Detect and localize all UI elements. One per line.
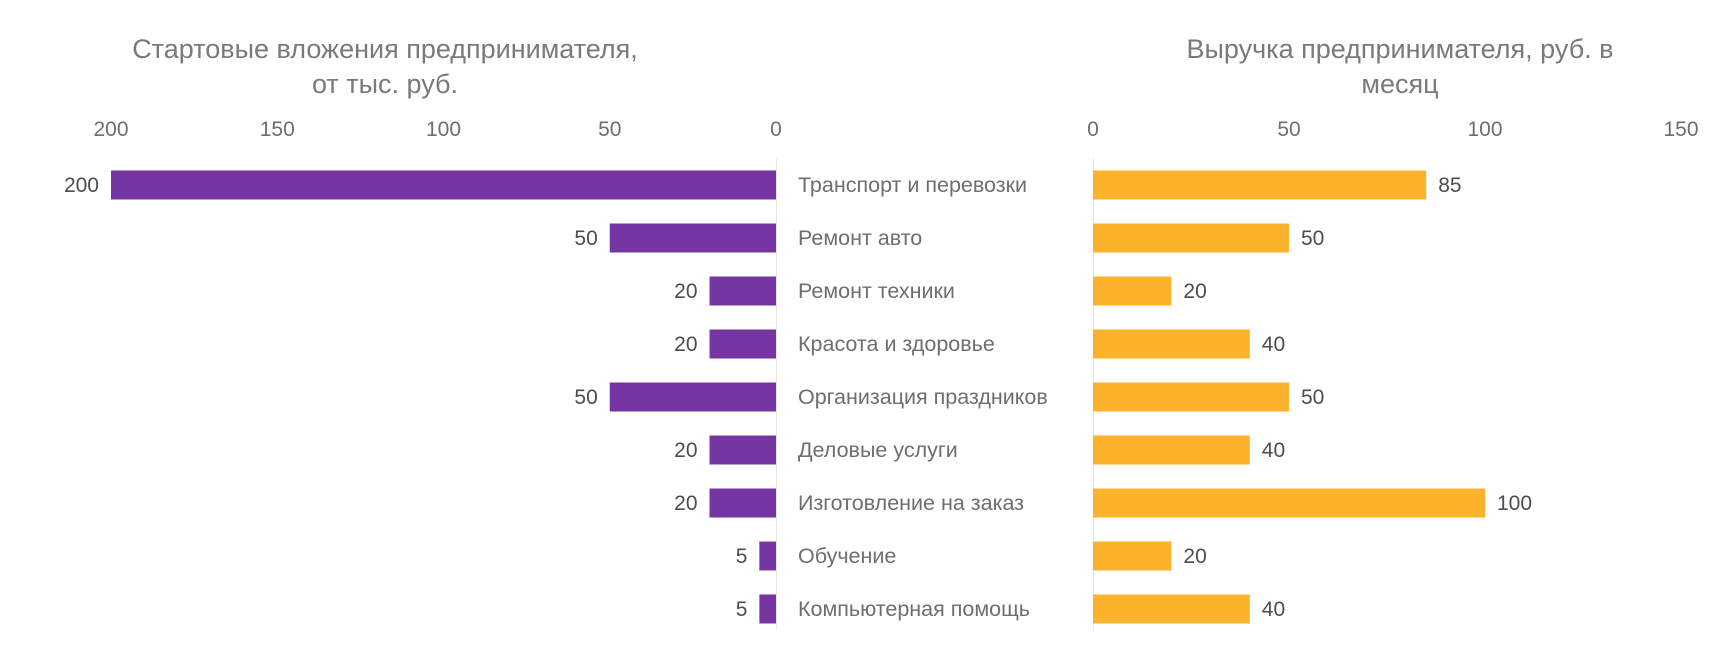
right-chart-bars (1093, 170, 1485, 624)
left-chart-tick-label: 200 (93, 118, 128, 141)
right-chart-bar (1093, 488, 1485, 518)
left-chart-tick-labels: 200 150 100 50 0 (93, 118, 781, 141)
category-label: Изготовление на заказ (798, 491, 1024, 515)
left-chart-data-label: 20 (674, 492, 697, 515)
category-label: Деловые услуги (798, 438, 958, 462)
left-chart-title-line-1: Стартовые вложения предпринимателя, (132, 34, 638, 64)
left-chart-bar (759, 541, 776, 571)
left-chart-tick-label: 50 (598, 118, 621, 141)
left-chart-data-label: 20 (674, 439, 697, 462)
category-label: Ремонт техники (798, 279, 955, 303)
category-label: Транспорт и перевозки (798, 173, 1027, 197)
left-chart-bar (609, 382, 776, 412)
left-chart-bar (709, 329, 776, 359)
right-chart-bar (1093, 435, 1250, 465)
left-chart-data-label: 20 (674, 333, 697, 356)
right-chart-data-label: 100 (1497, 492, 1532, 515)
right-chart-bar (1093, 170, 1427, 200)
left-chart-data-labels: 200 50 20 20 50 20 20 5 5 (64, 174, 747, 621)
right-chart-title-line-1: Выручка предпринимателя, руб. в (1186, 34, 1613, 64)
left-chart-data-label: 50 (574, 227, 597, 250)
right-chart-data-labels: 85 50 20 40 50 40 100 20 40 (1183, 174, 1532, 621)
right-chart-data-label: 85 (1438, 174, 1461, 197)
right-chart-data-label: 40 (1262, 439, 1285, 462)
right-chart-tick-label: 100 (1467, 118, 1502, 141)
right-chart-data-label: 40 (1262, 598, 1285, 621)
right-chart-tick-labels: 0 50 100 150 (1087, 118, 1698, 141)
right-chart-bar (1093, 594, 1250, 624)
left-chart-title-line-2: от тыс. руб. (312, 69, 458, 99)
right-chart-tick-label: 150 (1663, 118, 1698, 141)
left-chart-data-label: 200 (64, 174, 99, 197)
left-chart-tick-label: 100 (426, 118, 461, 141)
left-chart-data-label: 5 (736, 598, 748, 621)
right-chart-tick-label: 50 (1277, 118, 1300, 141)
right-chart-data-label: 20 (1183, 280, 1206, 303)
left-chart-bar (759, 594, 776, 624)
right-chart-bar (1093, 329, 1250, 359)
right-chart-bar (1093, 276, 1172, 306)
left-chart-tick-label: 150 (260, 118, 295, 141)
left-chart-bar (609, 223, 776, 253)
left-chart-bar (709, 488, 776, 518)
left-chart-bar (709, 276, 776, 306)
right-chart-data-label: 40 (1262, 333, 1285, 356)
right-chart-bar (1093, 382, 1289, 412)
category-label: Компьютерная помощь (798, 597, 1030, 621)
category-label: Организация праздников (798, 385, 1048, 409)
left-chart-bars (111, 170, 776, 624)
left-chart-data-label: 50 (574, 386, 597, 409)
left-chart-bar (111, 170, 776, 200)
left-chart-tick-label: 0 (770, 118, 782, 141)
right-chart-tick-label: 0 (1087, 118, 1099, 141)
left-chart-data-label: 5 (736, 545, 748, 568)
right-chart-title-line-2: месяц (1361, 69, 1438, 99)
left-chart-data-label: 20 (674, 280, 697, 303)
right-chart-bar (1093, 223, 1289, 253)
category-label: Обучение (798, 544, 896, 568)
category-labels: Транспорт и перевозки Ремонт авто Ремонт т… (798, 173, 1048, 621)
right-chart-data-label: 50 (1301, 386, 1324, 409)
right-chart-data-label: 50 (1301, 227, 1324, 250)
left-chart-bar (709, 435, 776, 465)
right-chart-bar (1093, 541, 1172, 571)
category-label: Ремонт авто (798, 226, 922, 250)
category-label: Красота и здоровье (798, 332, 995, 356)
right-chart-data-label: 20 (1183, 545, 1206, 568)
